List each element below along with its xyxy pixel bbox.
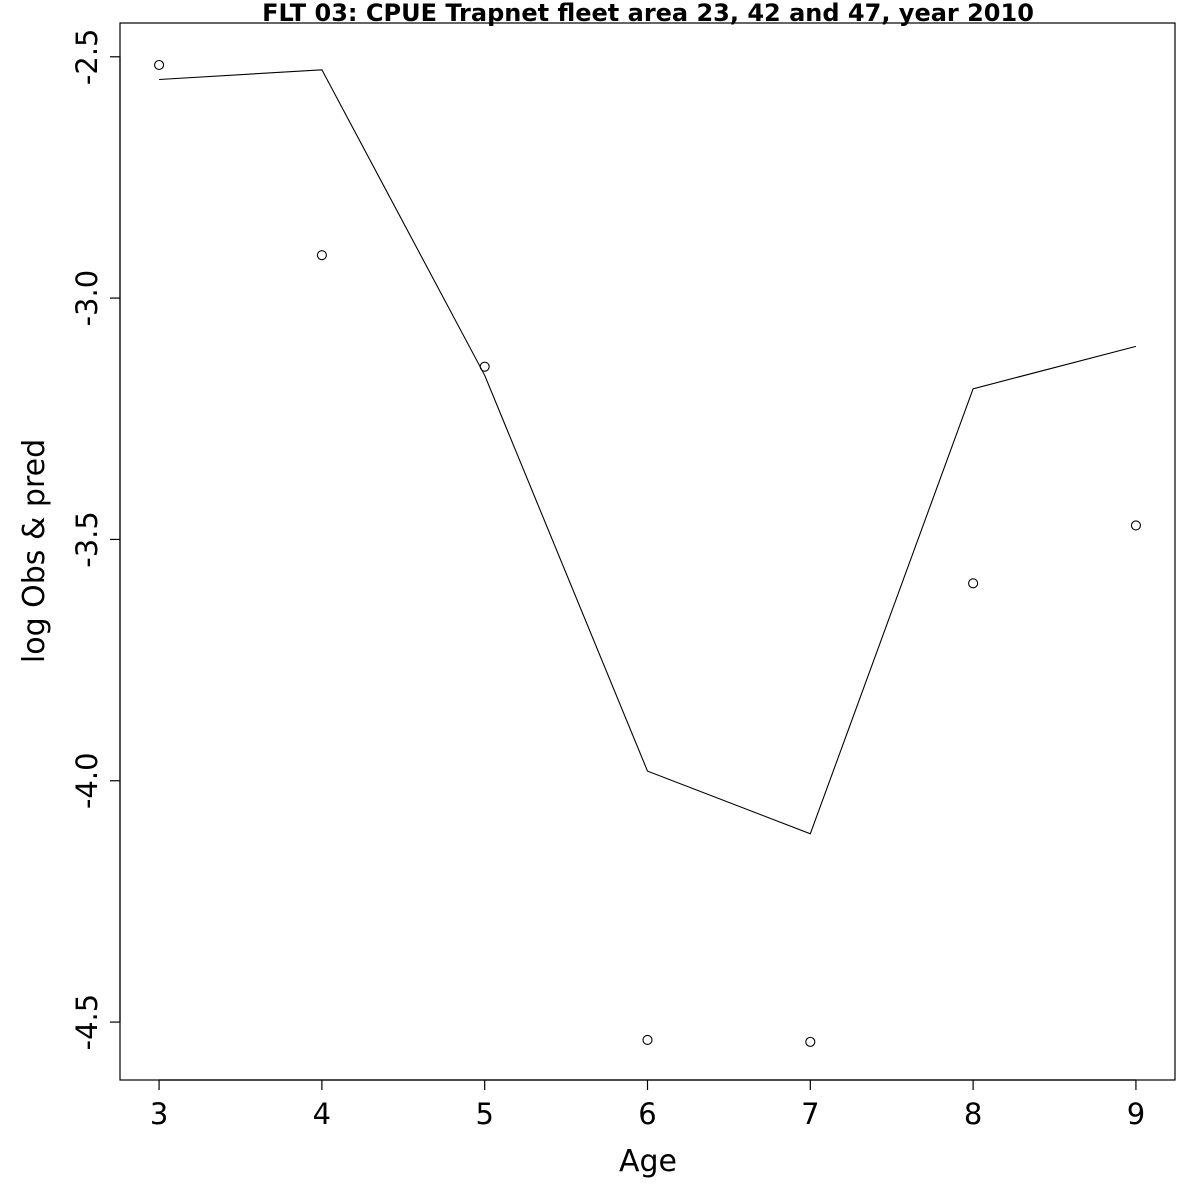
y-axis: -4.5 -4.0 -3.5 -3.0 -2.5 bbox=[70, 28, 121, 1051]
y-tick-label: -3.5 bbox=[70, 511, 104, 568]
y-tick-label: -2.5 bbox=[70, 28, 104, 85]
plot-frame bbox=[119, 22, 1176, 1081]
x-tick-label: 3 bbox=[150, 1097, 168, 1131]
observed-point bbox=[968, 578, 979, 589]
y-axis-label: log Obs & pred bbox=[17, 439, 52, 663]
x-tick-label: 4 bbox=[313, 1097, 331, 1131]
x-tick-label: 8 bbox=[964, 1097, 982, 1131]
x-tick-label: 6 bbox=[638, 1097, 656, 1131]
x-axis-label: Age bbox=[619, 1144, 677, 1179]
observed-point bbox=[316, 250, 327, 261]
observed-point bbox=[642, 1034, 653, 1045]
x-tick-label: 5 bbox=[475, 1097, 493, 1131]
y-tick-label: -4.5 bbox=[70, 994, 104, 1051]
observed-point bbox=[1130, 520, 1141, 531]
x-tick-label: 9 bbox=[1127, 1097, 1145, 1131]
y-tick-label: -4.0 bbox=[70, 752, 104, 809]
predicted-line bbox=[159, 69, 1137, 835]
observed-point bbox=[805, 1036, 816, 1047]
plot-marks bbox=[154, 59, 1141, 1047]
observed-point bbox=[154, 59, 165, 71]
y-tick-label: -3.0 bbox=[70, 270, 104, 327]
x-tick-label: 7 bbox=[801, 1097, 819, 1131]
x-axis: 3 4 5 6 7 8 9 bbox=[150, 1079, 1145, 1131]
